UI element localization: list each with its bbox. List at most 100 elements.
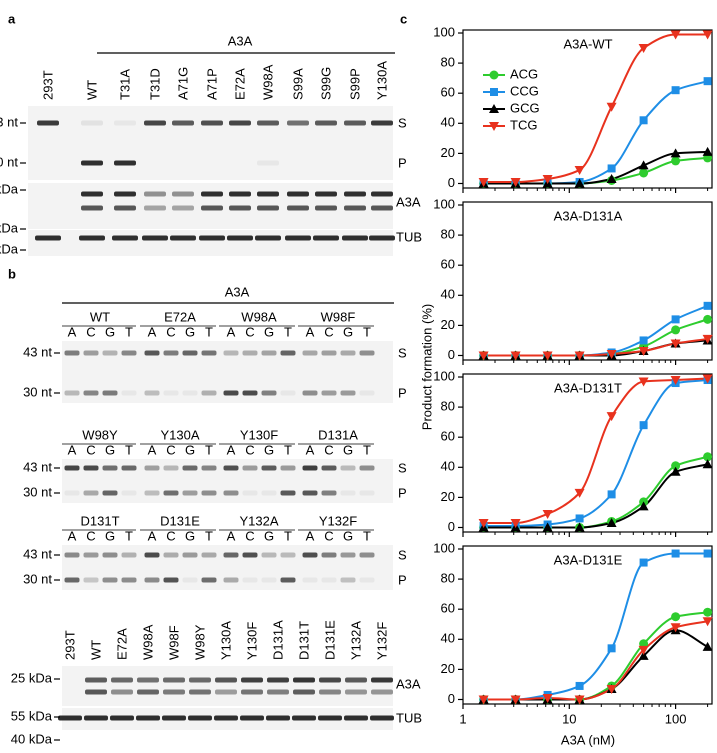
lane-base: G [343,528,353,543]
size-marker: 25 kDa [0,181,19,196]
point [542,509,553,519]
gel [62,666,393,706]
band [144,490,160,496]
point [606,173,617,183]
lane-base: C [86,324,95,339]
band [257,120,279,126]
band [302,552,318,558]
band [182,490,198,496]
band [64,490,80,496]
lane-base: T [363,442,371,457]
point [575,514,584,523]
band [163,350,179,356]
band [144,390,160,396]
size-marker: 55 kDa [11,708,53,723]
lane-base: T [284,528,292,543]
band [345,677,367,683]
band [321,552,337,558]
band-label: S [398,460,407,475]
band [321,465,337,471]
band [371,677,393,683]
band [84,715,108,721]
point [702,641,713,651]
band [261,490,277,496]
band-label: A3A [396,676,421,691]
band [315,205,337,211]
point [670,466,681,476]
lane-base: A [68,324,77,339]
group-label: A3A [225,284,250,299]
mutant-label: Y132F [319,513,357,528]
lane-base: A [306,442,315,457]
legend-marker [489,122,499,131]
lane-base: G [185,442,195,457]
band [182,552,198,558]
lane-base: A [68,442,77,457]
lane-base: A [148,442,157,457]
band [287,120,309,126]
point [671,612,681,622]
point [510,351,521,361]
point [606,517,617,527]
band [223,390,239,396]
y-tick-label: 40 [441,631,455,646]
band [302,577,318,583]
point [606,102,617,112]
point [703,314,713,324]
point [703,301,712,310]
lane-base: C [245,442,254,457]
size-marker: 43 nt [23,546,52,561]
band [241,677,263,683]
point [639,116,648,125]
band [163,552,179,558]
band [182,465,198,471]
point [702,146,713,156]
band [144,120,166,126]
y-tick-label: 80 [441,399,455,414]
point [574,695,585,705]
band [344,191,366,197]
band [280,577,296,583]
lane-base: A [227,324,236,339]
band [342,235,368,241]
size-marker: 30 nt [23,484,52,499]
band [371,205,393,211]
band [302,350,318,356]
band [102,490,118,496]
band [266,715,290,721]
band [369,235,395,241]
lane-label: T31D [147,68,162,100]
point [638,650,649,660]
point [510,177,521,187]
band [267,689,289,695]
lane-label: A71P [204,68,219,100]
band [227,235,253,241]
band [261,350,277,356]
band [280,350,296,356]
band [229,120,251,126]
band [302,390,318,396]
band [242,350,258,356]
y-tick-label: 40 [441,115,455,130]
x-tick-label: 10 [562,711,576,726]
band [345,689,367,695]
point [671,461,681,471]
band-label: P [398,485,407,500]
legend-label: CCG [510,83,539,98]
band [344,205,366,211]
band [121,465,137,471]
lane-base: T [205,442,213,457]
lane-base: G [185,324,195,339]
y-tick-label: 60 [441,85,455,100]
lane-label: WT [84,80,99,100]
band [182,390,198,396]
lane-label: A71G [175,67,190,100]
lane-base: G [105,442,115,457]
band [293,689,315,695]
lane-base: A [306,528,315,543]
lane-label: E72A [114,628,129,660]
lane-base: G [264,528,274,543]
point [606,684,617,694]
band [163,390,179,396]
